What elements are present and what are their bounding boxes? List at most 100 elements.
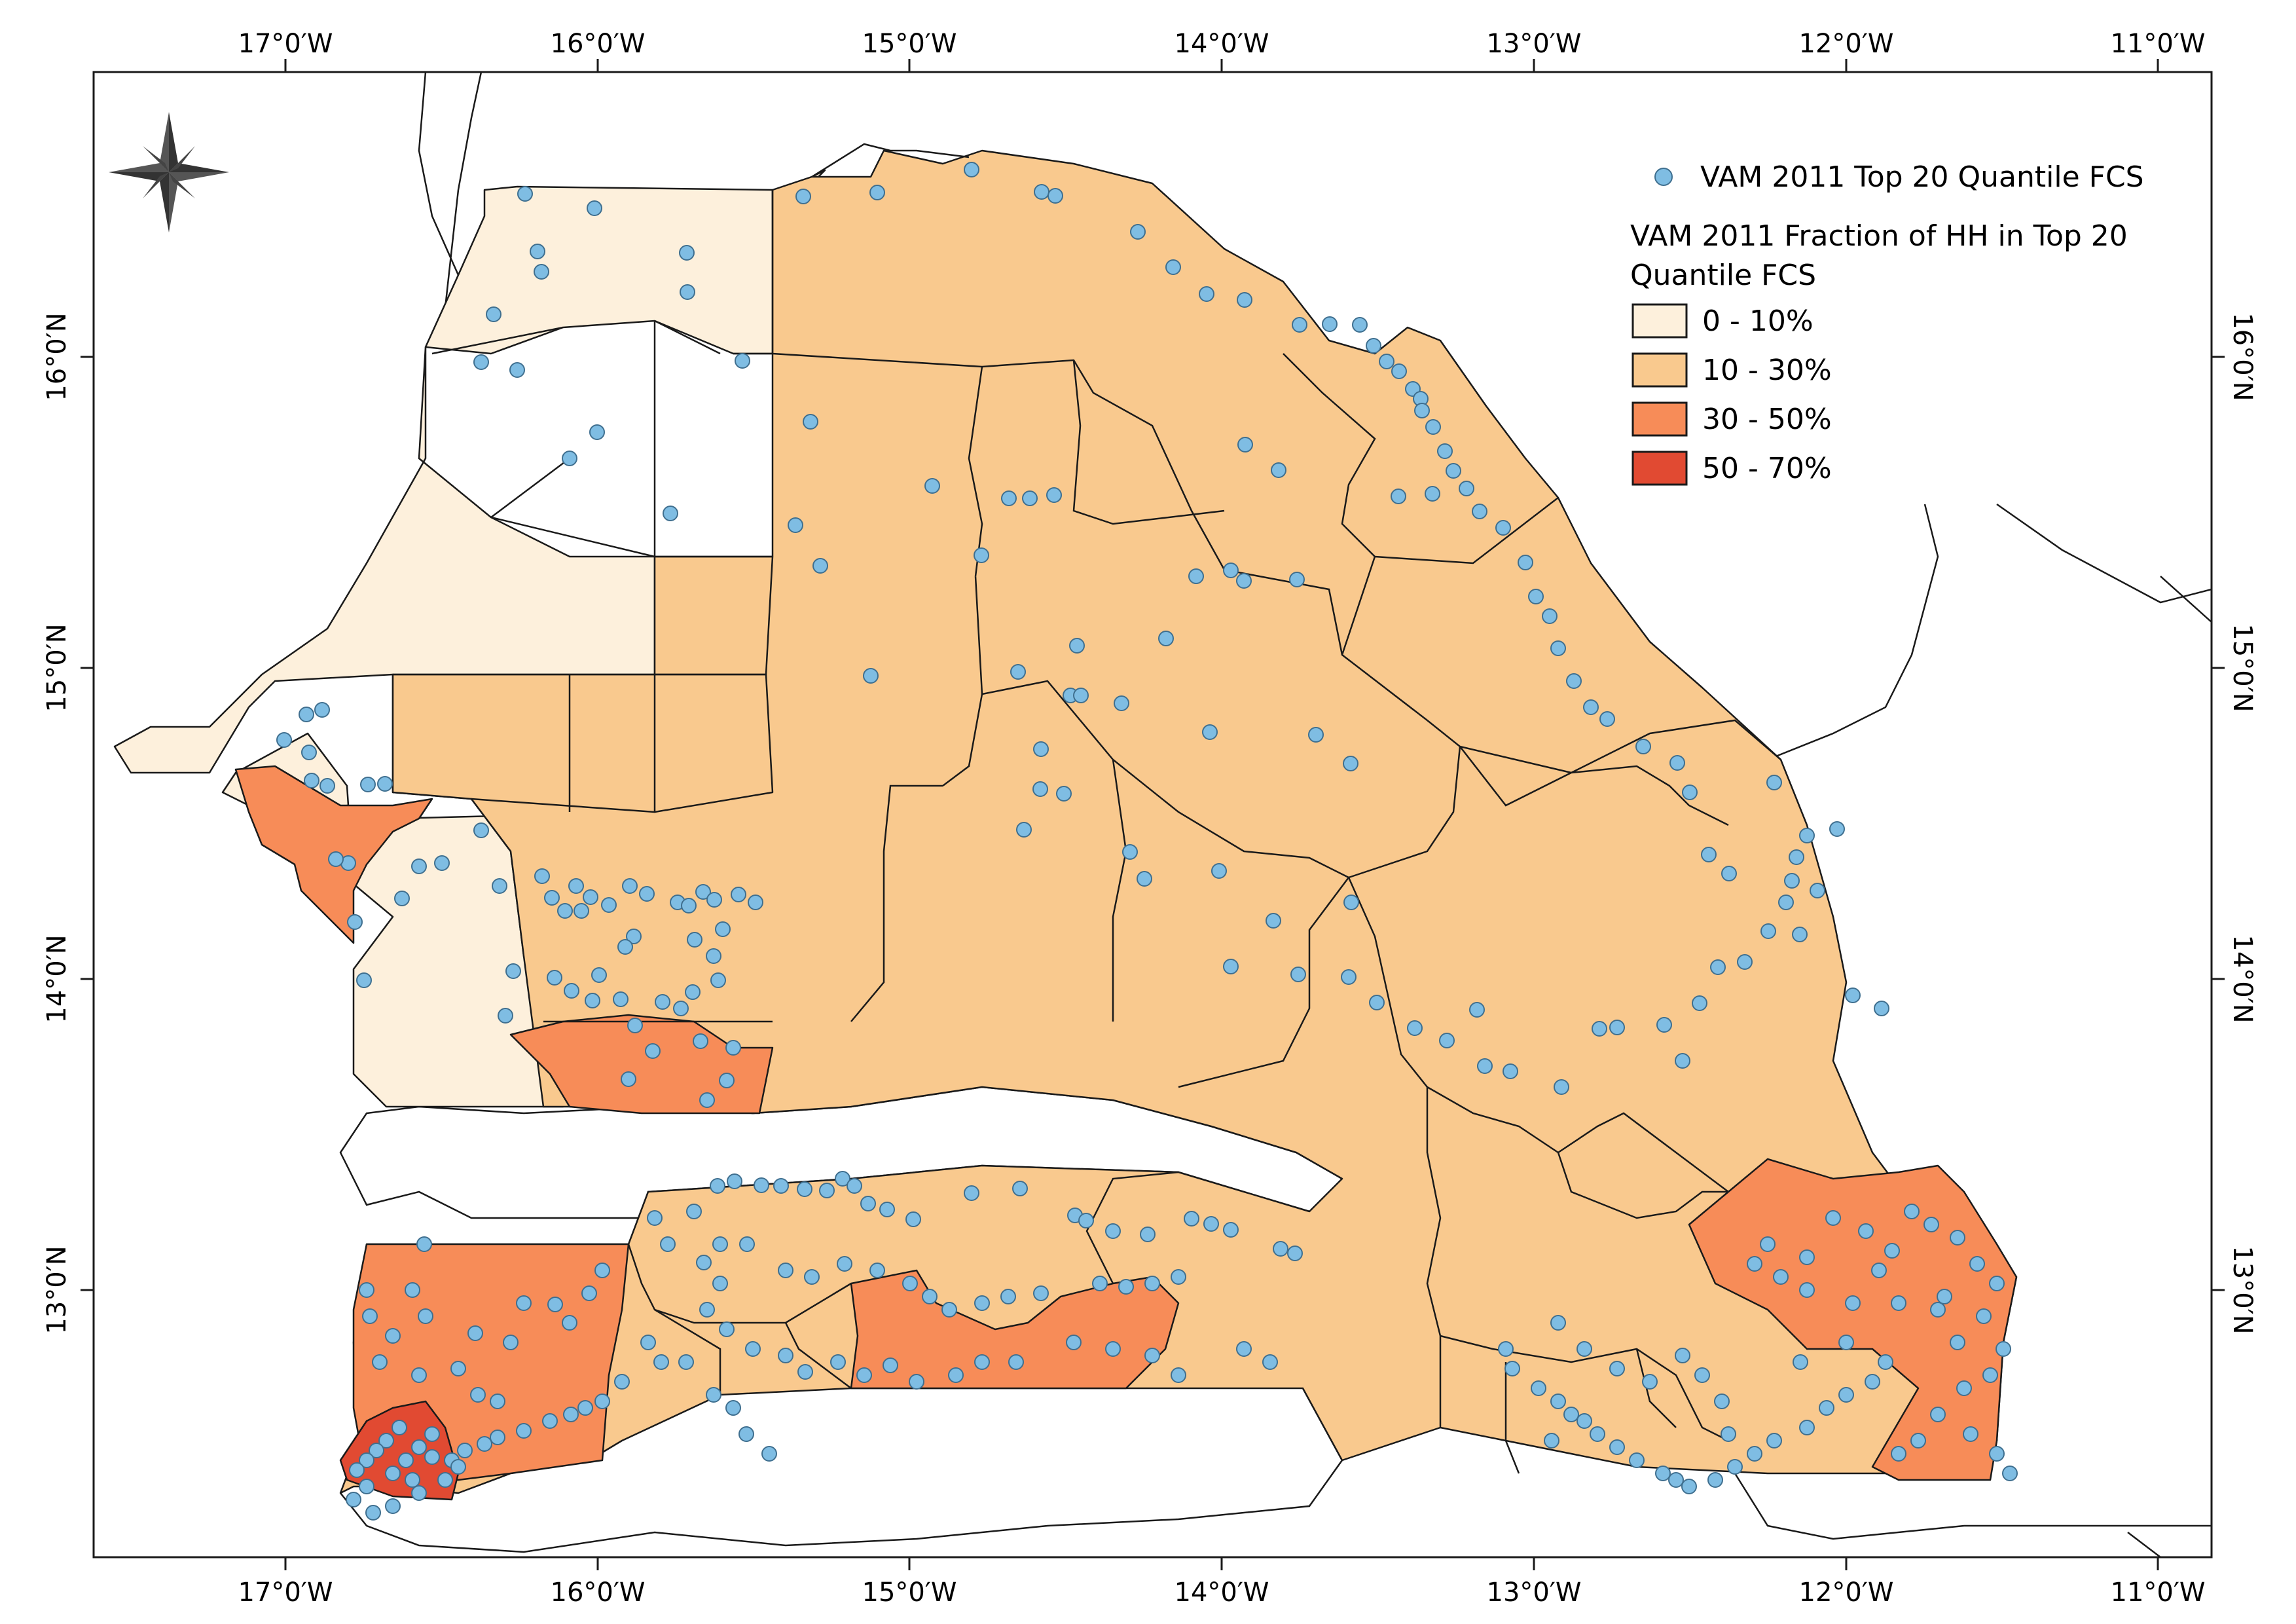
- survey-point: [1223, 1222, 1239, 1238]
- survey-point: [1369, 995, 1385, 1010]
- survey-point: [1343, 756, 1358, 771]
- survey-point: [837, 1256, 852, 1272]
- survey-point: [1237, 292, 1252, 308]
- legend-point-symbol: [1654, 168, 1673, 186]
- survey-point: [589, 424, 605, 440]
- survey-point: [544, 890, 560, 906]
- survey-point: [879, 1202, 895, 1217]
- survey-point: [663, 506, 678, 521]
- survey-point: [1701, 847, 1717, 862]
- survey-point: [710, 1178, 725, 1194]
- survey-point: [1566, 673, 1582, 689]
- survey-point: [1550, 1393, 1566, 1409]
- survey-point: [614, 1374, 630, 1390]
- survey-point: [534, 868, 550, 884]
- latitude-label-left: 14°0′N: [42, 934, 72, 1023]
- survey-point: [1655, 1466, 1671, 1481]
- survey-point: [304, 773, 319, 788]
- survey-point: [276, 732, 292, 748]
- survey-point: [547, 1297, 563, 1312]
- longitude-label-bottom: 17°0′W: [238, 1578, 333, 1608]
- survey-point: [1379, 354, 1394, 369]
- survey-point: [1105, 1341, 1121, 1357]
- survey-point: [1930, 1302, 1946, 1318]
- survey-point: [1033, 741, 1049, 757]
- survey-point: [1692, 995, 1707, 1011]
- survey-point: [591, 967, 607, 983]
- survey-point: [695, 884, 711, 900]
- region-north-mid: [339, 149, 2018, 1494]
- survey-point: [1171, 1367, 1186, 1383]
- survey-point: [735, 353, 750, 369]
- survey-point: [470, 1387, 486, 1403]
- longitude-label-top: 17°0′W: [238, 29, 333, 59]
- survey-point: [706, 948, 721, 964]
- survey-point: [1001, 490, 1017, 506]
- survey-point: [863, 668, 879, 684]
- survey-point: [731, 887, 746, 902]
- survey-point: [1989, 1446, 2005, 1462]
- survey-point: [795, 189, 811, 204]
- survey-point: [1737, 954, 1753, 970]
- survey-point: [1498, 1341, 1514, 1357]
- survey-point: [754, 1177, 769, 1193]
- survey-point: [1583, 699, 1599, 715]
- survey-point: [761, 1446, 777, 1462]
- survey-point: [1518, 555, 1533, 570]
- survey-point: [1656, 1017, 1672, 1033]
- survey-point: [909, 1374, 924, 1390]
- survey-point: [1202, 724, 1218, 740]
- legend-class-label: 30 - 50%: [1702, 403, 1832, 436]
- survey-point: [405, 1472, 420, 1488]
- survey-point: [696, 1255, 712, 1270]
- survey-point: [699, 1092, 715, 1108]
- survey-point: [1236, 573, 1252, 589]
- survey-point: [1144, 1348, 1160, 1363]
- survey-point: [1963, 1426, 1978, 1442]
- survey-point: [715, 921, 731, 937]
- survey-point: [1446, 463, 1461, 479]
- survey-point: [974, 1295, 990, 1311]
- survey-point: [1544, 1433, 1559, 1449]
- survey-point: [1199, 286, 1214, 302]
- survey-point: [1033, 1285, 1049, 1301]
- survey-points-layer: [276, 162, 2018, 1521]
- survey-point: [710, 972, 726, 988]
- survey-point: [385, 1466, 401, 1481]
- survey-point: [712, 1236, 728, 1252]
- survey-point: [385, 1498, 401, 1514]
- survey-point: [1130, 224, 1146, 240]
- survey-point: [1884, 1243, 1900, 1259]
- survey-point: [1675, 1348, 1690, 1363]
- survey-point: [1114, 695, 1129, 711]
- survey-point: [803, 414, 818, 430]
- survey-point: [653, 1354, 669, 1370]
- survey-point: [1799, 1420, 1815, 1435]
- survey-point: [1675, 1053, 1690, 1069]
- survey-point: [680, 284, 695, 300]
- survey-point: [804, 1269, 820, 1285]
- survey-point: [686, 1204, 702, 1219]
- survey-point: [1010, 664, 1026, 680]
- longitude-label-bottom: 14°0′W: [1175, 1578, 1269, 1608]
- survey-point: [372, 1354, 388, 1370]
- survey-point: [1714, 1393, 1730, 1409]
- survey-point: [581, 1285, 597, 1301]
- survey-point: [1289, 572, 1305, 587]
- survey-point: [450, 1459, 466, 1475]
- survey-point: [738, 1426, 754, 1442]
- survey-point: [418, 1308, 433, 1324]
- survey-point: [941, 1302, 957, 1318]
- survey-point: [678, 1354, 694, 1370]
- survey-point: [503, 1335, 519, 1350]
- survey-point: [679, 245, 695, 261]
- department-boundaries: [393, 190, 1781, 1474]
- longitude-label-bottom: 13°0′W: [1487, 1578, 1582, 1608]
- survey-point: [1747, 1446, 1762, 1462]
- survey-point: [1682, 784, 1698, 800]
- survey-point: [394, 891, 410, 906]
- survey-point: [869, 1263, 885, 1278]
- survey-point: [1290, 967, 1306, 982]
- survey-point: [1266, 913, 1281, 929]
- survey-point: [1271, 462, 1286, 478]
